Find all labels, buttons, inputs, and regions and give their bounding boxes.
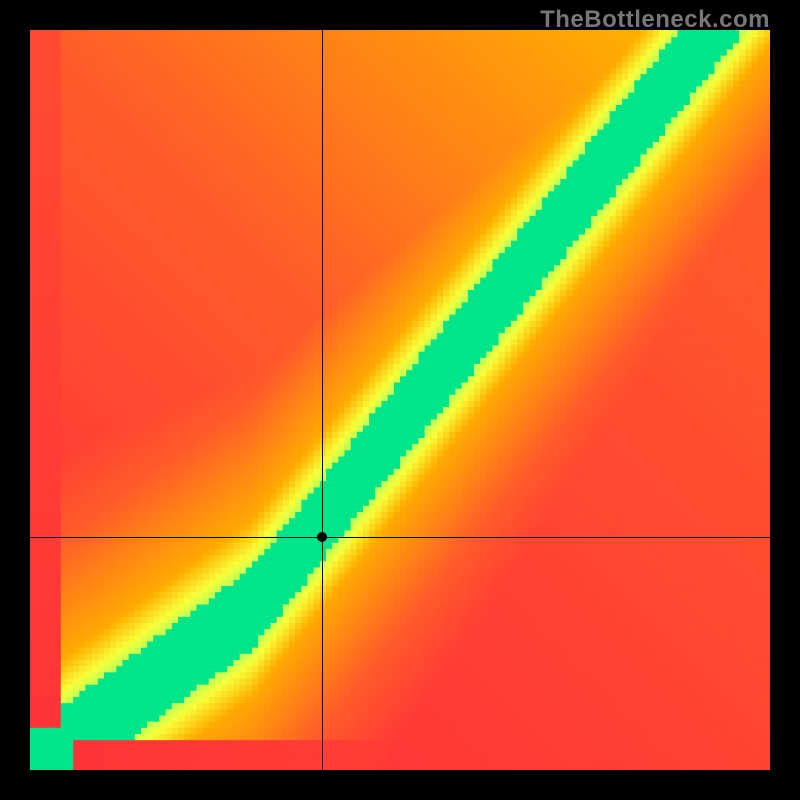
figure-root: { "watermark": { "text": "TheBottleneck.… <box>0 0 800 800</box>
crosshair-horizontal <box>30 537 770 538</box>
marker-dot <box>317 532 327 542</box>
heatmap-canvas <box>30 30 770 770</box>
watermark-text: TheBottleneck.com <box>540 6 770 34</box>
heatmap-plot-area <box>30 30 770 770</box>
crosshair-vertical <box>322 30 323 770</box>
